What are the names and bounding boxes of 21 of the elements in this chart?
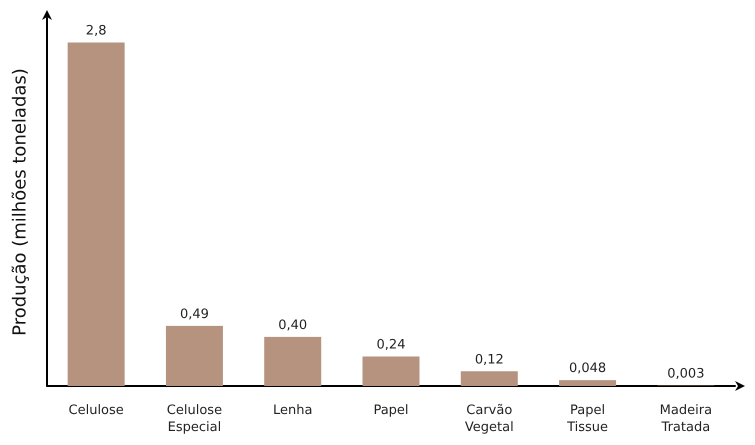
data-label: 2,8: [86, 24, 106, 39]
y-axis-title: Produção (milhões toneladas): [10, 68, 30, 336]
data-label: 0,24: [376, 338, 406, 353]
data-label: 0,40: [278, 318, 308, 333]
x-tick-label: Papel Tissue: [566, 403, 608, 435]
bar: [559, 380, 616, 386]
x-tick-label: Celulose: [68, 403, 124, 418]
x-tick-label: Madeira Tratada: [660, 403, 712, 435]
x-tick-label: Celulose Especial: [166, 403, 222, 435]
bar: [264, 336, 322, 386]
bar: [166, 326, 223, 386]
data-label: 0,048: [568, 361, 606, 376]
data-label: 0,003: [667, 366, 704, 382]
x-tick-label: Lenha: [272, 403, 312, 418]
x-tick-label: Papel: [373, 403, 409, 418]
bar: [460, 371, 518, 386]
data-label: 0,49: [180, 306, 209, 322]
bar: [68, 42, 125, 386]
x-tick-label: Carvão Vegetal: [464, 403, 514, 435]
bar: [362, 356, 420, 386]
data-label: 0,12: [474, 352, 504, 368]
